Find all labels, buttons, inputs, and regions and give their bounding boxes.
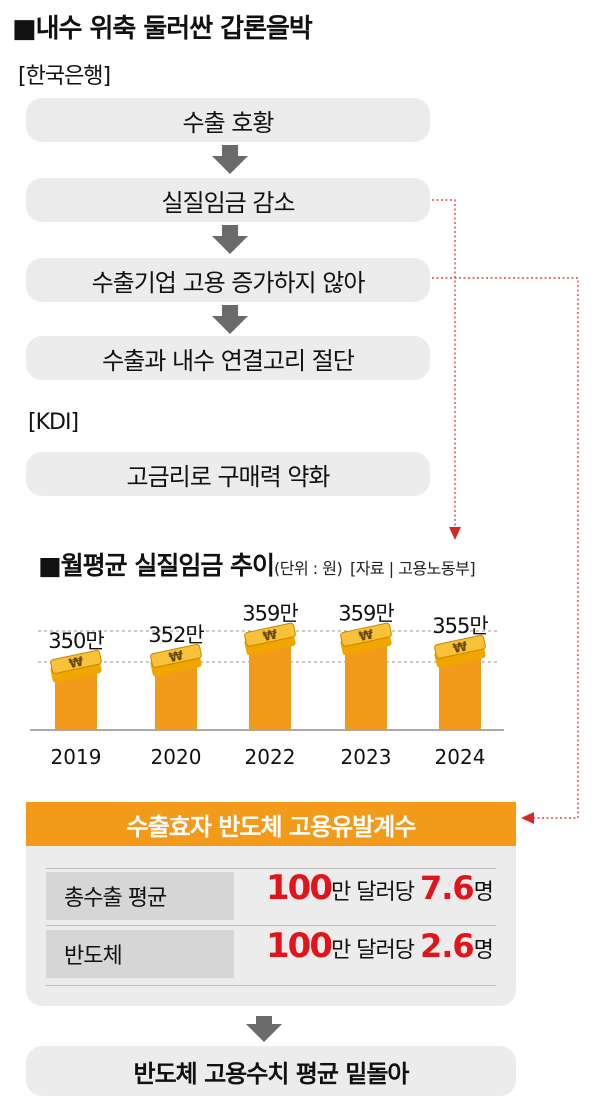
bar [439, 654, 481, 730]
value-label: 350만 [48, 629, 104, 653]
won-icon: ₩ [262, 627, 280, 645]
down-arrow-icon [212, 145, 248, 174]
won-icon: ₩ [68, 654, 86, 672]
category-label: 2023 [341, 745, 392, 769]
chart-title-text: ■월평균 실질임금 추이 [38, 551, 275, 580]
value-label: 352만 [148, 623, 204, 647]
bok-step-export-employment: 수출기업 고용 증가하지 않아 [26, 258, 430, 302]
row-value-total-exports: 100만 달러당 7.6명 [266, 868, 494, 908]
coin-stack-icon: ₩ [244, 622, 296, 656]
row-label-semiconductor: 반도체 [46, 930, 234, 978]
chart-source: [자료 | 고용노동부] [349, 559, 476, 578]
red-arrow-down-icon [449, 527, 461, 540]
value-label: 359만 [338, 602, 394, 626]
conclusion: 반도체 고용수치 평균 밑돌아 [26, 1046, 516, 1096]
bar [249, 642, 291, 730]
kdi-tag: [KDI] [28, 410, 79, 435]
divider [46, 925, 496, 926]
kdi-step-high-rates: 고금리로 구매력 약화 [26, 452, 430, 496]
coin-stack-icon: ₩ [50, 649, 102, 683]
value-label: 355만 [432, 614, 488, 638]
won-icon: ₩ [452, 639, 470, 657]
chart-title: ■월평균 실질임금 추이(단위 : 원) [자료 | 고용노동부] [38, 546, 476, 582]
page-title: ■내수 위축 둘러싼 갑론을박 [12, 14, 313, 44]
row-value-big: 100 [266, 926, 333, 966]
row-value-end: 명 [473, 880, 494, 905]
bok-step-real-wage-decrease: 실질임금 감소 [26, 178, 430, 222]
banner: 수출효자 반도체 고용유발계수 [26, 802, 516, 846]
row-value-num: 7.6 [419, 869, 475, 907]
coin-stack-icon: ₩ [434, 634, 486, 668]
row-label-total-exports: 총수출 평균 [46, 872, 234, 920]
category-label: 2019 [51, 745, 102, 769]
row-value-end: 명 [473, 938, 494, 963]
wage-chart: ₩350만 2019 ₩352만 2020 ₩359만 2022 ₩359만 2023 ₩355… [30, 602, 504, 769]
coin-stack-icon: ₩ [150, 643, 202, 677]
row-value-big: 100 [266, 868, 333, 908]
bok-step-export-boom: 수출 호황 [26, 98, 430, 142]
red-arrow-left-icon [521, 812, 534, 824]
coin-stack-icon: ₩ [340, 622, 392, 656]
bok-step-link-cut: 수출과 내수 연결고리 절단 [26, 336, 430, 380]
won-icon: ₩ [358, 627, 376, 645]
divider [46, 868, 496, 869]
won-icon: ₩ [168, 648, 186, 666]
category-label: 2022 [245, 745, 296, 769]
down-arrow-icon [212, 225, 248, 254]
row-value-semiconductor: 100만 달러당 2.6명 [266, 926, 494, 966]
chart-unit: (단위 : 원) [274, 559, 343, 578]
bar [345, 642, 387, 730]
divider [46, 985, 496, 986]
value-label: 359만 [242, 602, 298, 626]
bok-tag: [한국은행] [18, 64, 111, 89]
category-label: 2020 [151, 745, 202, 769]
row-value-mid: 만 달러당 [330, 938, 420, 963]
row-value-mid: 만 달러당 [330, 880, 420, 905]
down-arrow-icon [212, 305, 248, 334]
category-label: 2024 [435, 745, 486, 769]
row-value-num: 2.6 [419, 927, 475, 965]
down-arrow-icon [246, 1016, 282, 1042]
